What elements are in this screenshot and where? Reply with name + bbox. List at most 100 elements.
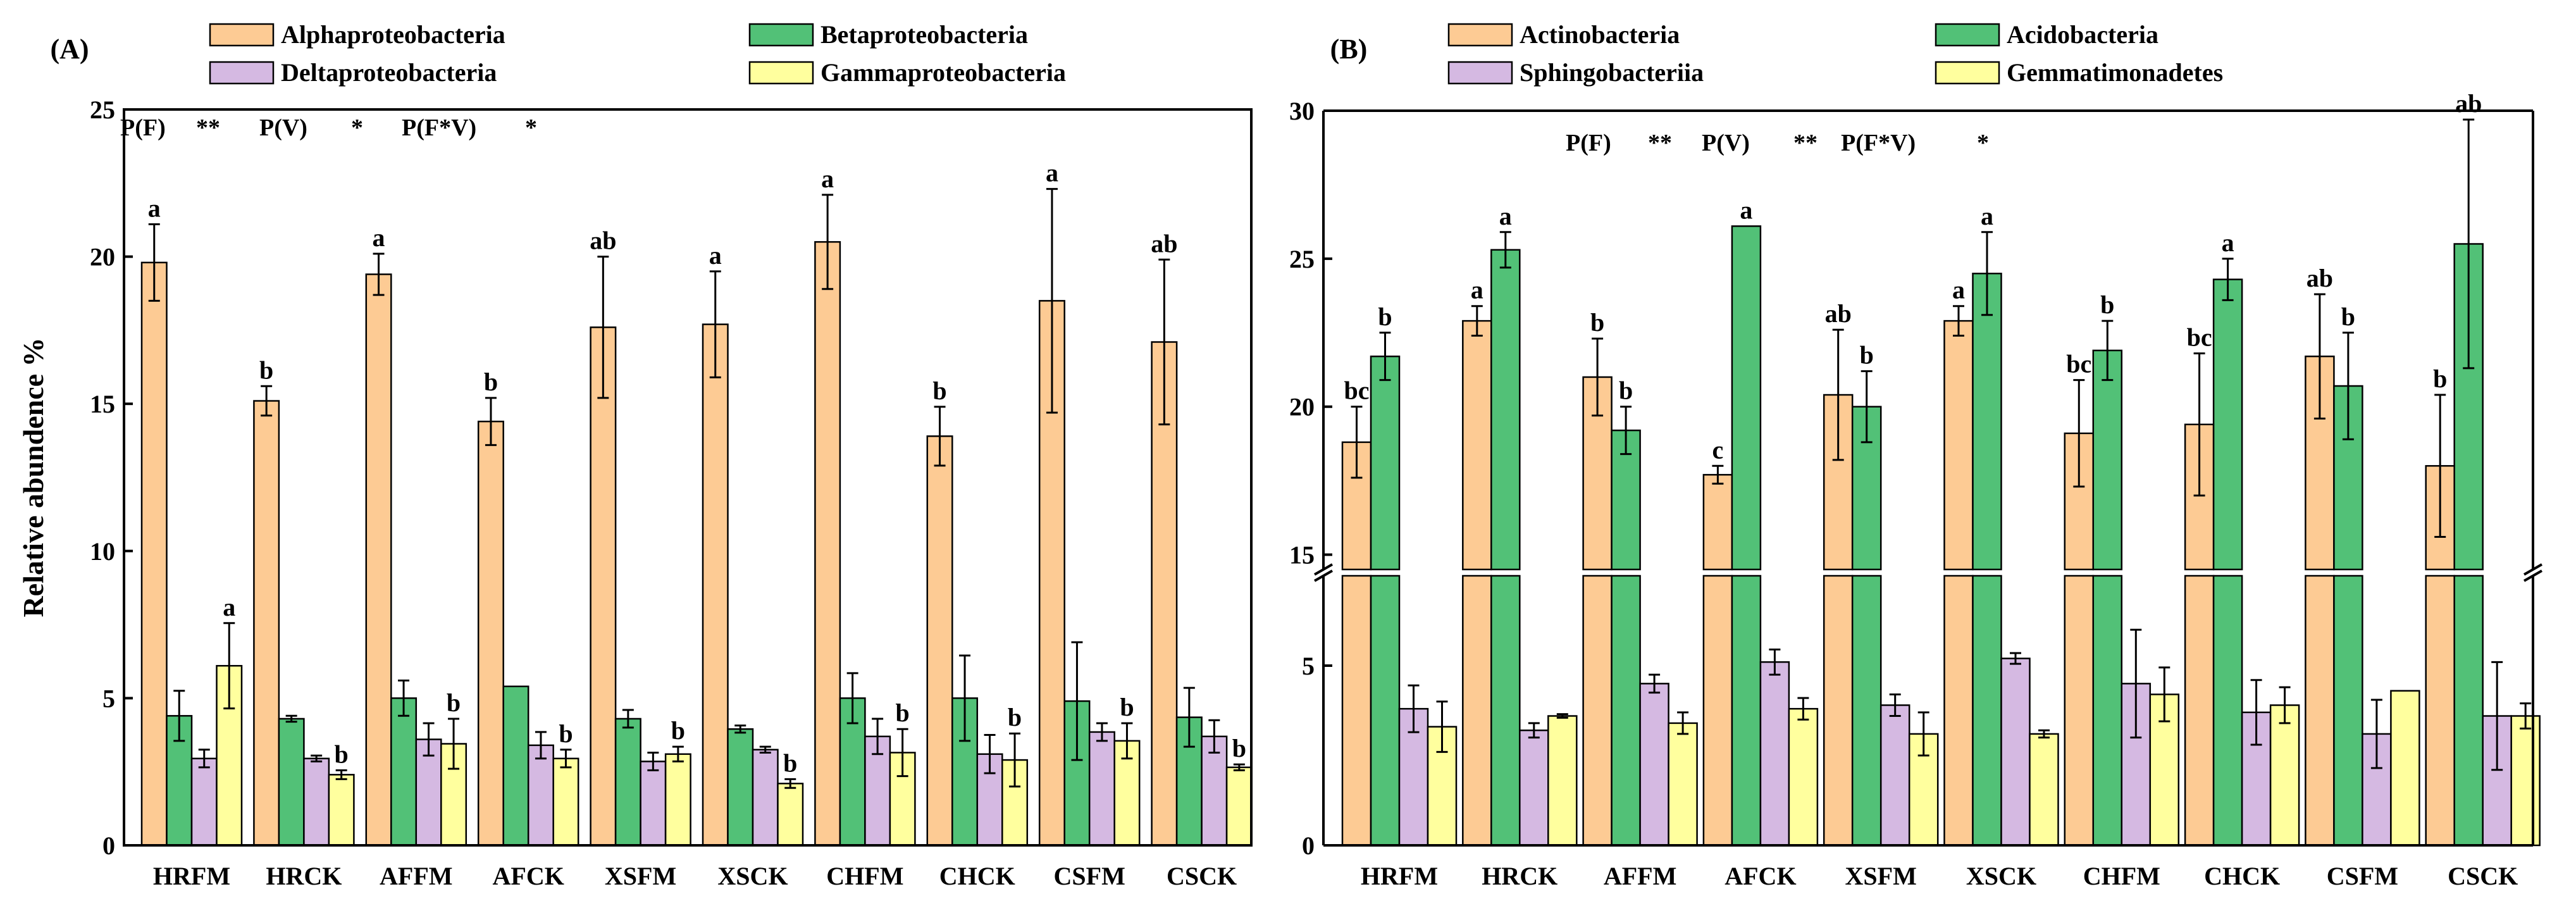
significance-letter: a	[1740, 196, 1752, 224]
y-tick-label: 0	[1302, 831, 1315, 860]
significance-letter: b	[932, 376, 946, 405]
bar	[2305, 575, 2335, 847]
x-tick-label: HRCK	[1482, 862, 1557, 890]
bar	[502, 685, 529, 847]
bar	[1462, 320, 1492, 571]
significance-letter: ab	[590, 227, 616, 255]
bar	[1639, 683, 1669, 847]
y-tick-label: 10	[90, 537, 115, 566]
legend-swatch	[748, 23, 814, 47]
significance-letter: b	[484, 368, 498, 396]
x-tick-label: HRFM	[1361, 862, 1438, 890]
bar	[190, 757, 218, 847]
bar	[527, 744, 554, 847]
significance-letter: b	[259, 356, 273, 384]
bar	[1879, 704, 1910, 847]
significance-letter: b	[671, 716, 685, 745]
bar	[590, 326, 617, 847]
panel-a: (A) Alphaproteobacteria Betaproteobacteria…	[17, 20, 1253, 890]
legend-swatch	[1447, 61, 1513, 85]
bar	[1225, 766, 1253, 847]
bar	[1702, 474, 1733, 571]
plot-frame	[123, 108, 1253, 847]
bar	[1341, 575, 1372, 847]
axis-break-mark	[1314, 569, 1333, 582]
significance-letter: a	[1046, 159, 1058, 187]
y-tick-label: 30	[1289, 97, 1315, 125]
bar	[640, 761, 667, 847]
legend-label: Gammaproteobacteria	[820, 58, 1066, 87]
legend-swatch	[1935, 61, 2000, 85]
x-tick-label: XSFM	[605, 862, 676, 890]
x-tick-label: HRCK	[266, 862, 342, 890]
y-tick-label: 20	[90, 243, 115, 271]
legend-swatch	[748, 61, 814, 85]
stat-significance: **	[196, 115, 220, 141]
significance-letter: b	[2433, 364, 2447, 393]
x-tick-label: AFCK	[1725, 862, 1796, 890]
bar	[2092, 575, 2123, 847]
significance-letter: b	[1590, 308, 1604, 337]
significance-letter: b	[559, 719, 573, 748]
significance-letter: b	[447, 688, 461, 717]
significance-letter: b	[1378, 302, 1392, 331]
significance-letter: bc	[2066, 350, 2091, 378]
bar	[1462, 575, 1492, 847]
panel-b: (B) Actinobacteria Acidobacteria Sphingobac…	[1289, 20, 2542, 890]
legend-label: Gemmatimonadetes	[2007, 58, 2223, 87]
bar	[814, 241, 841, 847]
bar	[1788, 707, 1819, 847]
bar	[1702, 575, 1733, 847]
bar	[253, 400, 280, 847]
significance-letter: ab	[1825, 299, 1852, 328]
x-tick-label: CSCK	[2448, 862, 2518, 890]
x-tick-label: CSFM	[2327, 862, 2398, 890]
bar	[2453, 575, 2484, 847]
bar	[1731, 575, 1762, 847]
stat-significance: **	[1648, 130, 1672, 156]
bar	[140, 261, 168, 847]
x-tick-label: CSFM	[1054, 862, 1125, 890]
stat-label: P(F*V)	[402, 115, 476, 141]
bar	[1668, 722, 1698, 847]
legend-swatch	[209, 61, 275, 85]
bar	[2269, 704, 2300, 847]
x-tick-label: XSCK	[1966, 862, 2036, 890]
significance-letter: a	[821, 165, 834, 193]
significance-letter: ab	[1151, 229, 1177, 258]
panel-label: (A)	[50, 34, 89, 65]
x-tick-label: HRFM	[153, 862, 230, 890]
stat-label: P(V)	[1702, 130, 1750, 156]
bar	[1582, 575, 1613, 847]
bar	[1547, 715, 1578, 847]
significance-letter: b	[1008, 703, 1022, 731]
significance-letter: b	[2100, 290, 2114, 319]
axis-break-mark	[1314, 563, 1333, 576]
bar	[2510, 715, 2541, 847]
significance-letter: c	[1712, 435, 1724, 464]
significance-letter: b	[1120, 693, 1134, 721]
x-tick-label: AFFM	[380, 862, 453, 890]
bar	[2212, 278, 2243, 571]
axis-break-mark	[2523, 563, 2542, 576]
significance-letter: bc	[1344, 376, 1370, 405]
bar	[2212, 575, 2243, 847]
stat-significance: *	[1977, 130, 1989, 156]
legend-label: Betaproteobacteria	[820, 20, 1028, 49]
bar	[1490, 249, 1521, 571]
x-tick-label: CHFM	[826, 862, 903, 890]
stat-significance: **	[1793, 130, 1817, 156]
legend-label: Acidobacteria	[2007, 20, 2158, 49]
stat-label: P(F)	[1566, 130, 1611, 156]
significance-letter: b	[896, 699, 910, 727]
bar	[2184, 575, 2215, 847]
x-tick-label: XSCK	[717, 862, 788, 890]
axis-break-mark	[2523, 569, 2542, 582]
bar	[1088, 731, 1115, 847]
legend-swatch	[209, 23, 275, 47]
bar	[477, 420, 504, 847]
bar	[328, 774, 355, 847]
significance-letter: a	[1499, 202, 1512, 230]
bar	[2092, 349, 2123, 571]
significance-letter: b	[1860, 341, 1874, 370]
